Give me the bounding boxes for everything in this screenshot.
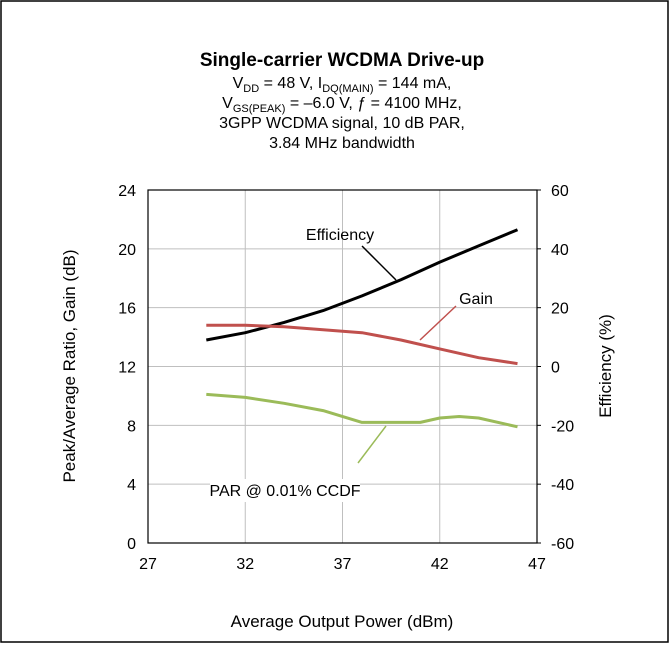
y-tick-label: 20 bbox=[118, 242, 136, 259]
callout-line bbox=[357, 425, 387, 464]
subtitle-text: = 48 V, I bbox=[259, 75, 322, 92]
x-tick-label: 27 bbox=[139, 556, 157, 573]
chart-subtitle: VGS(PEAK)​ = –6.0 V, ƒ = 4100 MHz, bbox=[222, 95, 462, 115]
callout-line bbox=[361, 245, 397, 281]
subscript: DQ(MAIN) bbox=[322, 83, 373, 95]
callout-label: PAR @ 0.01% CCDF bbox=[209, 483, 360, 500]
x-tick-label: 47 bbox=[528, 556, 546, 573]
chart-title: Single-carrier WCDMA Drive-up bbox=[200, 50, 484, 71]
subtitle-text: 3.84 MHz bandwidth bbox=[269, 135, 415, 152]
y2-tick-label: -60 bbox=[551, 536, 574, 553]
y2-tick-label: -40 bbox=[551, 477, 574, 494]
y-tick-label: 16 bbox=[118, 301, 136, 318]
y2-tick-label: 0 bbox=[551, 360, 560, 377]
subtitle-text: = 144 mA, bbox=[374, 75, 452, 92]
x-tick-label: 42 bbox=[431, 556, 449, 573]
subtitle-text: = –6.0 V, ƒ = 4100 MHz, bbox=[285, 95, 461, 112]
subscript: GS(PEAK) bbox=[233, 103, 286, 115]
y-tick-label: 12 bbox=[118, 360, 136, 377]
plot-frame bbox=[147, 189, 538, 544]
chart-subtitle: 3GPP WCDMA signal, 10 dB PAR, bbox=[219, 115, 465, 132]
callout-label: Gain bbox=[459, 291, 493, 308]
y2-tick-label: 20 bbox=[551, 301, 569, 318]
subtitle-text: V bbox=[222, 95, 233, 112]
y2-tick-label: 60 bbox=[551, 183, 569, 200]
series-line bbox=[206, 392, 518, 429]
x-tick-label: 32 bbox=[236, 556, 254, 573]
series-line bbox=[206, 228, 519, 342]
chart-subtitle: 3.84 MHz bandwidth bbox=[269, 135, 415, 152]
y-tick-label: 24 bbox=[118, 183, 136, 200]
x-axis-label: Average Output Power (dBm) bbox=[231, 612, 454, 631]
series-line bbox=[206, 323, 518, 366]
y2-tick-label: -20 bbox=[551, 418, 574, 435]
callout-bg bbox=[210, 479, 360, 502]
subtitle-text: V bbox=[233, 75, 244, 92]
y2-tick-label: 40 bbox=[551, 242, 569, 259]
callout-line bbox=[419, 305, 457, 341]
subtitle-text: 3GPP WCDMA signal, 10 dB PAR, bbox=[219, 115, 465, 132]
subscript: DD bbox=[243, 83, 259, 95]
callout-label: Efficiency bbox=[306, 227, 374, 244]
chart-subtitle: VDD​ = 48 V, IDQ(MAIN)​ = 144 mA, bbox=[233, 75, 452, 95]
y-tick-label: 0 bbox=[127, 536, 136, 553]
x-tick-label: 37 bbox=[334, 556, 352, 573]
y2-axis-label: Efficiency (%) bbox=[596, 314, 615, 418]
y-tick-label: 4 bbox=[127, 477, 136, 494]
y-tick-label: 8 bbox=[127, 418, 136, 435]
y-axis-label: Peak/Average Ratio, Gain (dB) bbox=[60, 249, 79, 482]
